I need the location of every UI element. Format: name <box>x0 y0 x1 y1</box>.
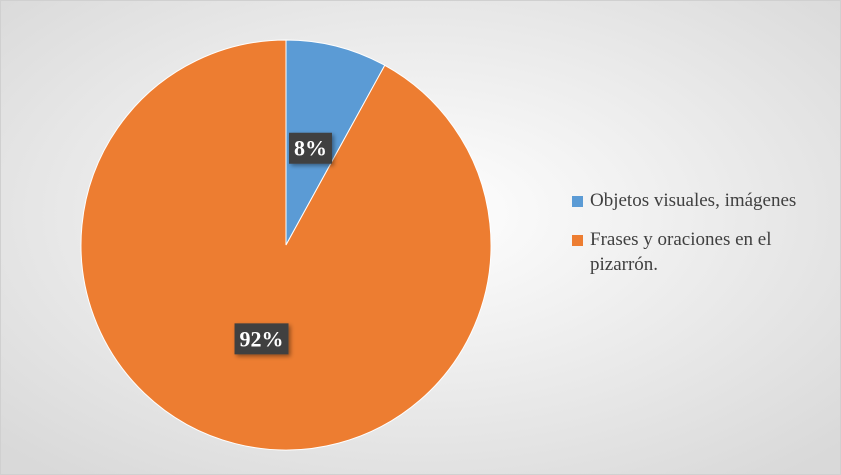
data-label-box <box>234 323 289 355</box>
legend-swatch <box>572 196 583 207</box>
legend-swatch <box>572 235 583 246</box>
data-label-box <box>288 132 332 164</box>
data-label: 92% <box>240 326 284 351</box>
legend-label: Frases y oraciones en el pizarrón. <box>590 229 772 275</box>
data-label-group: 92% <box>234 323 289 355</box>
pie-slice <box>80 39 492 451</box>
legend-label: Objetos visuales, imágenes <box>590 190 797 211</box>
pie-slice <box>285 39 386 246</box>
legend-item: Objetos visuales, imágenes <box>572 188 822 213</box>
data-label-group: 8% <box>288 132 332 164</box>
legend-item: Frases y oraciones en el pizarrón. <box>572 227 822 277</box>
legend: Objetos visuales, imágenes Frases y oraci… <box>572 188 822 291</box>
data-label: 8% <box>294 136 327 161</box>
